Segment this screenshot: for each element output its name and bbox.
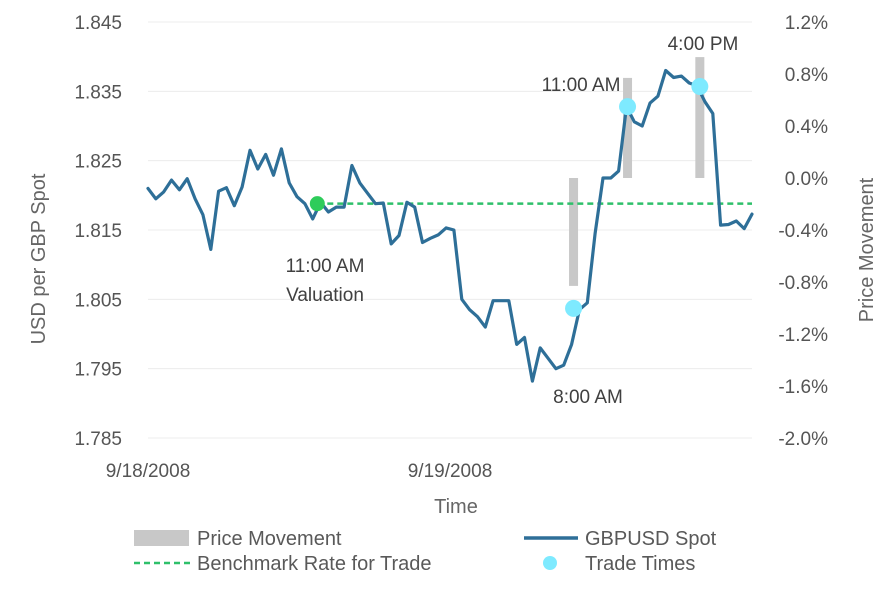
right-tick-label: 0.8% [785,65,828,86]
x-tick-label: 9/18/2008 [106,461,191,482]
left-tick-label: 1.845 [74,13,122,34]
trade-point [691,77,709,95]
left-tick-label: 1.795 [74,360,122,381]
left-axis-ticks: 1.785 1.795 1.805 1.815 1.825 1.835 1.845 [74,13,122,450]
price-movement-bar [569,178,579,286]
axis-titles: USD per GBP Spot Price Movement Time [28,173,878,518]
trade-label-4pm: 4:00 PM [668,34,739,55]
price-movement-bar [623,77,633,178]
legend-movement-label: Price Movement [197,528,342,550]
legend-spot-label: GBPUSD Spot [585,528,717,550]
legend: Price Movement GBPUSD Spot Benchmark Rat… [134,528,717,575]
left-tick-label: 1.825 [74,152,122,173]
spot-line [146,68,754,383]
trade-point [565,299,583,317]
legend-trades-label: Trade Times [585,553,695,575]
left-tick-label: 1.815 [74,221,122,242]
right-tick-label: 0.4% [785,117,828,138]
x-tick-label: 9/19/2008 [408,461,493,482]
trade-points [309,77,709,317]
trade-label-8am: 8:00 AM [553,387,623,408]
left-tick-label: 1.785 [74,429,122,450]
spot-line-group [146,68,754,383]
right-axis-ticks: -2.0% -1.6% -1.2% -0.8% -0.4% 0.0% 0.4% 0.8% 1.2… [778,13,828,450]
valuation-point [309,196,325,212]
right-tick-label: -0.8% [778,273,828,294]
right-tick-label: -1.2% [778,325,828,346]
legend-movement-swatch [134,530,189,546]
price-movement-bars [569,57,705,286]
x-axis-title: Time [434,496,478,518]
right-axis-title: Price Movement [856,177,878,322]
right-tick-label: -2.0% [778,429,828,450]
trade-point [619,98,637,116]
right-tick-label: 1.2% [785,13,828,34]
left-tick-label: 1.835 [74,82,122,103]
annotations: 11:00 AM Valuation 8:00 AM 11:00 AM 4:00… [286,34,739,408]
legend-trades-swatch [543,556,557,570]
right-tick-label: -0.4% [778,221,828,242]
valuation-label-line2: Valuation [286,285,364,306]
left-axis-title: USD per GBP Spot [28,173,50,344]
right-tick-label: 0.0% [785,169,828,190]
trade-label-11am: 11:00 AM [542,75,621,96]
price-movement-bar [695,57,705,178]
x-axis-ticks: 9/18/2008 9/19/2008 [106,461,493,482]
left-tick-label: 1.805 [74,290,122,311]
legend-benchmark-label: Benchmark Rate for Trade [197,553,432,575]
right-tick-label: -1.6% [778,377,828,398]
valuation-label-line1: 11:00 AM [286,256,365,277]
